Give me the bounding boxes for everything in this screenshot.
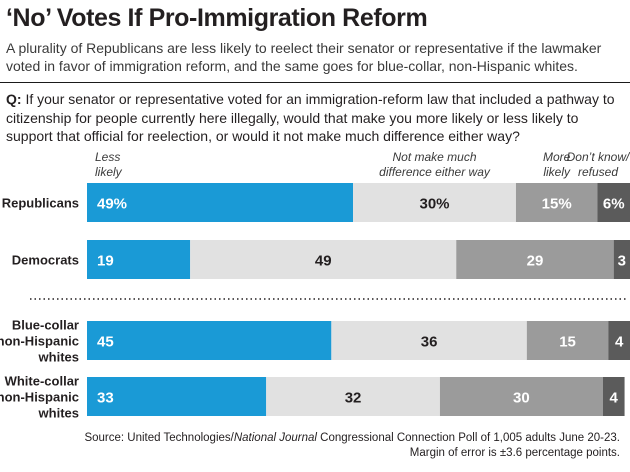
data-label: 30% bbox=[420, 196, 450, 213]
data-label: 19 bbox=[97, 253, 114, 270]
category-label: Democrats bbox=[12, 253, 79, 268]
bar-segment bbox=[602, 377, 625, 416]
data-label: 33 bbox=[97, 390, 114, 407]
header-rule bbox=[0, 82, 630, 83]
source-line-1: Source: United Technologies/National Jou… bbox=[84, 431, 620, 446]
bar-segment bbox=[266, 377, 440, 416]
column-header: likely bbox=[95, 165, 123, 179]
data-label: 6% bbox=[603, 196, 625, 213]
category-label: whites bbox=[38, 406, 79, 421]
bar-segment bbox=[87, 240, 191, 279]
category-label: whites bbox=[38, 350, 79, 365]
column-header: Don’t know/ bbox=[567, 150, 630, 164]
bar-segment bbox=[439, 377, 603, 416]
bar-segment bbox=[597, 183, 630, 222]
source-line-2: Margin of error is ±3.6 percentage point… bbox=[409, 447, 620, 459]
data-label: 30 bbox=[513, 390, 530, 407]
source-note: Source: United Technologies/National Jou… bbox=[84, 431, 620, 461]
category-label: Blue-collar bbox=[12, 318, 79, 333]
column-header: More bbox=[543, 150, 571, 164]
column-header: likely bbox=[543, 165, 571, 179]
survey-question: Q: If your senator or representative vot… bbox=[6, 90, 626, 146]
source-publication: National Journal bbox=[233, 432, 317, 444]
bar-segment bbox=[613, 240, 630, 279]
chart-subtitle: A plurality of Republicans are less like… bbox=[6, 40, 602, 74]
source-suffix: Congressional Connection Poll of 1,005 a… bbox=[316, 432, 620, 444]
category-label: non-Hispanic bbox=[0, 390, 79, 405]
data-label: 36 bbox=[421, 334, 438, 351]
category-label: non-Hispanic bbox=[0, 334, 79, 349]
data-label: 32 bbox=[345, 390, 362, 407]
chart-title: ‘No’ Votes If Pro-Immigration Reform bbox=[6, 4, 428, 32]
bar-segment bbox=[526, 321, 609, 360]
bar-segment bbox=[608, 321, 630, 360]
column-header: Not make much bbox=[393, 150, 477, 164]
data-label: 29 bbox=[527, 253, 544, 270]
column-header: difference either way bbox=[379, 165, 491, 179]
question-prefix: Q: bbox=[6, 91, 22, 107]
bar-segment bbox=[353, 183, 516, 222]
bar-segment bbox=[331, 321, 527, 360]
data-label: 49 bbox=[315, 253, 332, 270]
bar-segment bbox=[87, 321, 332, 360]
data-label: 4 bbox=[610, 390, 619, 407]
data-label: 45 bbox=[97, 334, 114, 351]
data-label: 15% bbox=[542, 196, 572, 213]
column-header: Less bbox=[95, 150, 120, 164]
data-label: 4 bbox=[615, 334, 624, 351]
bar-segment bbox=[190, 240, 457, 279]
source-prefix: Source: United Technologies/ bbox=[84, 432, 234, 444]
bar-segment bbox=[515, 183, 598, 222]
category-label: White-collar bbox=[5, 374, 79, 389]
bar-segment bbox=[87, 377, 267, 416]
question-text: If your senator or representative voted … bbox=[6, 91, 615, 144]
column-header: refused bbox=[578, 165, 618, 179]
bar-segment bbox=[456, 240, 614, 279]
data-label: 3 bbox=[618, 253, 626, 270]
category-label: Republicans bbox=[2, 196, 79, 211]
bar-segment bbox=[87, 183, 354, 222]
data-label: 15 bbox=[559, 334, 576, 351]
data-label: 49% bbox=[97, 196, 127, 213]
